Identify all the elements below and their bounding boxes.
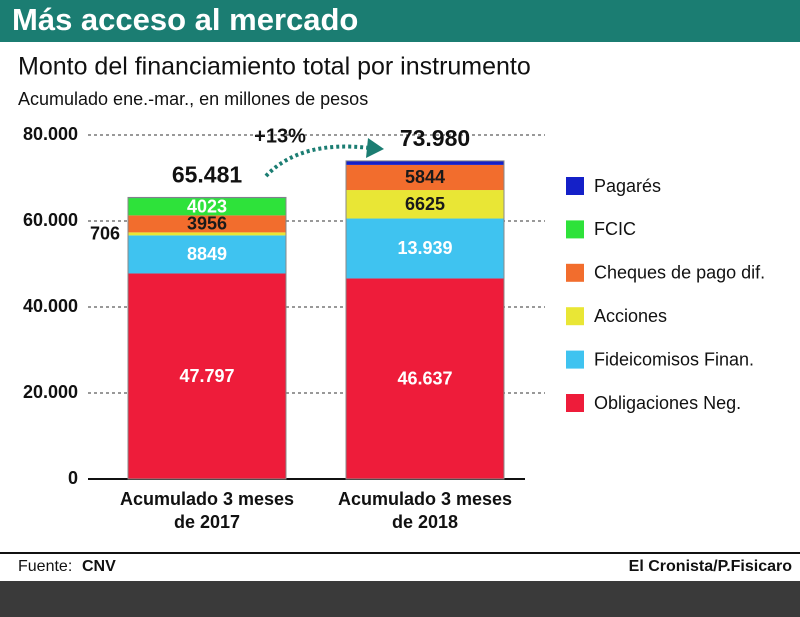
legend-swatch xyxy=(566,220,584,239)
data-label: 706 xyxy=(90,224,120,244)
annotation: +13% xyxy=(254,125,306,147)
data-label: 4023 xyxy=(187,196,227,216)
legend-label: Obligaciones Neg. xyxy=(594,393,741,413)
source-label: Fuente: xyxy=(18,558,72,575)
growth-arrow xyxy=(264,144,371,178)
bar-segment xyxy=(128,273,286,479)
total-label: 65.481 xyxy=(172,162,243,188)
legend-label: FCIC xyxy=(594,219,636,239)
legend-swatch xyxy=(566,177,584,195)
data-label: 8849 xyxy=(187,244,227,264)
credit: El Cronista/P.Fisicaro xyxy=(629,558,793,575)
chart-title: Monto del financiamiento total por instr… xyxy=(18,53,531,81)
legend-swatch xyxy=(566,307,584,326)
header-bar xyxy=(0,0,800,42)
bar-outline xyxy=(127,196,287,480)
bar-segment xyxy=(346,160,504,165)
legend-swatch xyxy=(566,263,584,282)
data-label: 13.939 xyxy=(397,238,452,258)
header-title: Más acceso al mercado xyxy=(12,2,358,37)
legend-swatch xyxy=(566,394,584,412)
y-tick-label: 60.000 xyxy=(23,210,78,230)
bottom-bar xyxy=(0,581,800,617)
y-tick-label: 20.000 xyxy=(23,382,78,402)
bar-segment xyxy=(346,190,504,219)
data-label: 5844 xyxy=(405,167,445,187)
legend-swatch xyxy=(566,350,584,369)
legend-label: Cheques de pago dif. xyxy=(594,263,765,283)
y-tick-label: 80.000 xyxy=(23,124,78,144)
data-label: 46.637 xyxy=(397,368,452,388)
y-tick-label: 0 xyxy=(68,468,78,488)
total-label: 73.980 xyxy=(400,125,470,151)
y-tick-label: 40.000 xyxy=(23,296,78,316)
bar-outline xyxy=(345,160,505,480)
x-tick-label: Acumulado 3 meses de 2018 xyxy=(337,489,513,532)
legend-label: Acciones xyxy=(594,306,667,326)
bar-segment xyxy=(128,215,286,233)
bar-segment xyxy=(346,164,504,191)
chart-subtitle: Acumulado ene.-mar., en millones de peso… xyxy=(18,89,368,109)
data-label: 6625 xyxy=(405,194,445,214)
arrow-head xyxy=(366,138,384,158)
bar-segment xyxy=(128,198,286,216)
legend-label: Fideicomisos Finan. xyxy=(594,349,754,369)
legend-label: Pagarés xyxy=(594,176,661,196)
data-label: 47.797 xyxy=(179,366,234,386)
data-label: 3956 xyxy=(187,214,227,234)
bar-segment xyxy=(128,235,286,274)
bar-segment xyxy=(128,232,286,236)
bar-segment xyxy=(346,278,504,479)
x-tick-label: Acumulado 3 meses de 2017 xyxy=(119,489,295,532)
bar-segment xyxy=(346,218,504,279)
source: CNV xyxy=(82,558,116,575)
